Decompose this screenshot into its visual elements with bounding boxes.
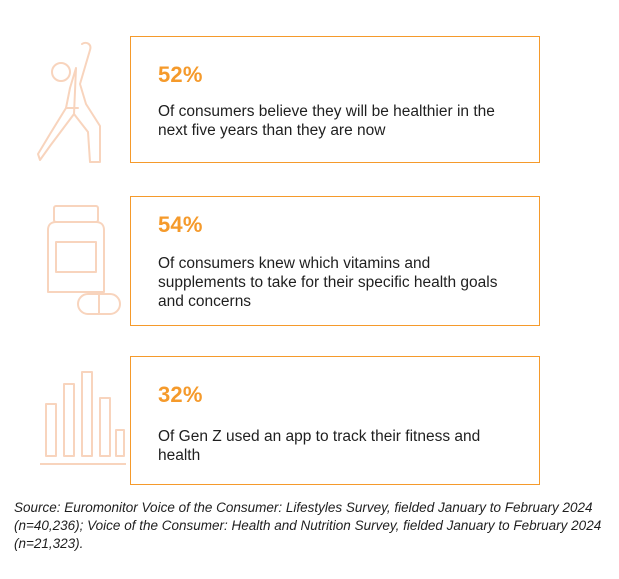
stat-description: Of consumers knew which vitamins and sup… [158, 255, 498, 310]
stat-value: 32% [158, 382, 203, 407]
yoga-pose-icon [36, 38, 106, 164]
stat-card-3: 32% Of Gen Z used an app to track their … [130, 356, 540, 485]
supplement-bottle-icon [42, 204, 124, 320]
stat-value: 52% [158, 62, 203, 87]
stat-description: Of consumers believe they will be health… [158, 103, 495, 139]
stat-card-2: 54% Of consumers knew which vitamins and… [130, 196, 540, 326]
stat-description: Of Gen Z used an app to track their fitn… [158, 428, 481, 464]
stat-card-1: 52% Of consumers believe they will be he… [130, 36, 540, 163]
bar-chart-icon [40, 370, 126, 468]
source-note: Source: Euromonitor Voice of the Consume… [14, 500, 602, 551]
stat-value: 54% [158, 212, 203, 237]
